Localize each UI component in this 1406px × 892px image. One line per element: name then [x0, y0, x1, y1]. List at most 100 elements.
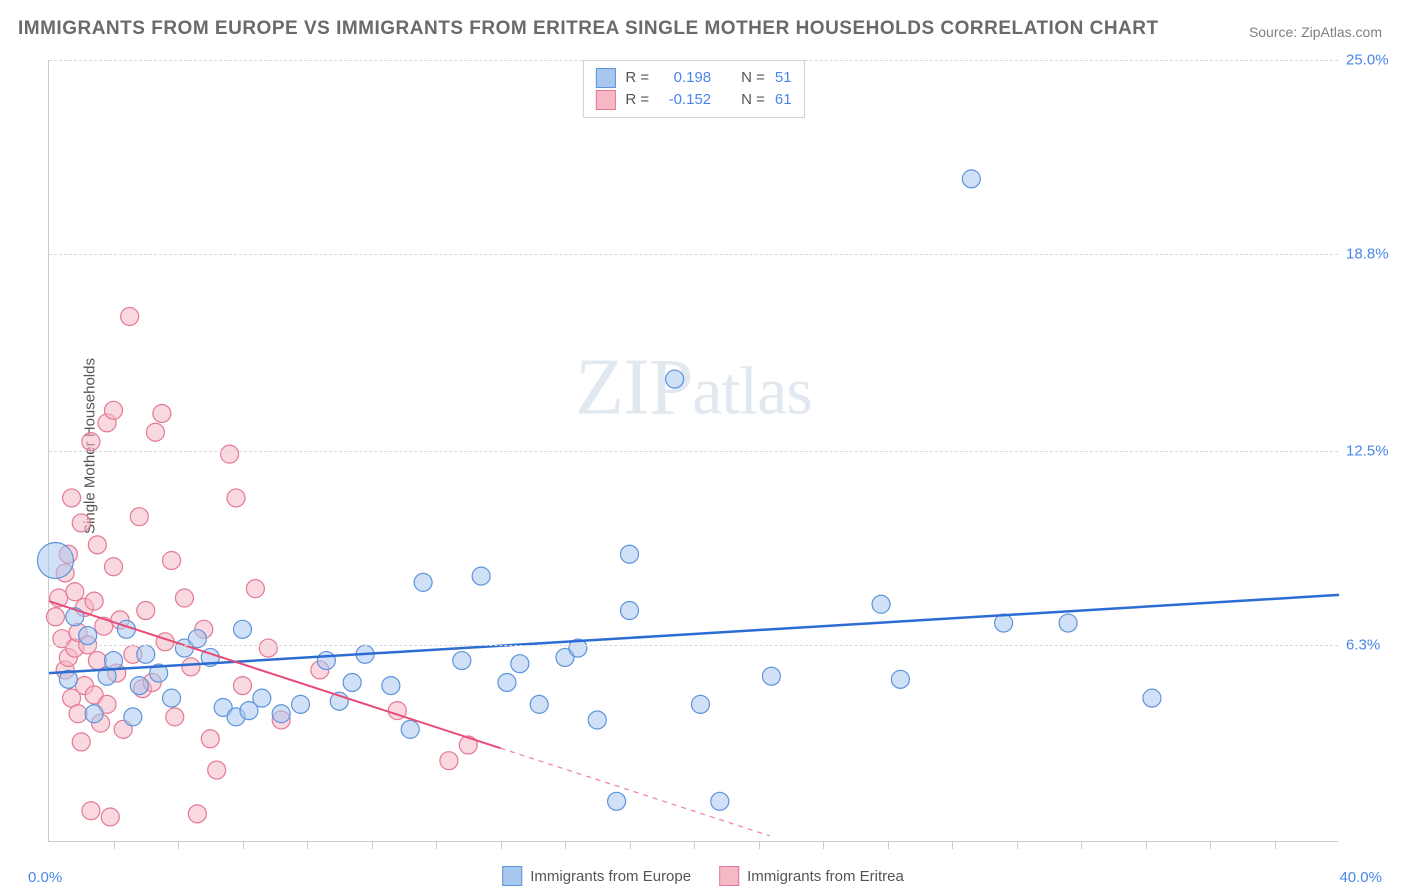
x-tick [759, 841, 760, 849]
gridline [49, 60, 1338, 61]
x-tick [823, 841, 824, 849]
point-europe [272, 705, 290, 723]
legend-item-europe: Immigrants from Europe [502, 866, 691, 886]
point-europe [530, 695, 548, 713]
x-tick [372, 841, 373, 849]
point-eritrea [88, 536, 106, 554]
point-europe [453, 652, 471, 670]
point-eritrea [227, 489, 245, 507]
point-eritrea [208, 761, 226, 779]
y-tick-label: 18.8% [1346, 245, 1402, 262]
x-max-label: 40.0% [1339, 869, 1382, 886]
point-europe [253, 689, 271, 707]
point-europe [711, 792, 729, 810]
swatch-eritrea-icon [719, 866, 739, 886]
point-eritrea [82, 433, 100, 451]
point-eritrea [69, 705, 87, 723]
point-eritrea [182, 658, 200, 676]
point-eritrea [175, 589, 193, 607]
point-eritrea [221, 445, 239, 463]
plot-area: ZIPatlas R = 0.198 N = 51 R = -0.152 N =… [48, 60, 1338, 842]
x-tick [243, 841, 244, 849]
point-europe [382, 677, 400, 695]
point-europe [511, 655, 529, 673]
y-tick-label: 12.5% [1346, 443, 1402, 460]
point-eritrea [130, 508, 148, 526]
x-tick [694, 841, 695, 849]
point-europe [343, 673, 361, 691]
gridline [49, 254, 1338, 255]
point-eritrea [101, 808, 119, 826]
x-tick [1210, 841, 1211, 849]
legend-item-eritrea: Immigrants from Eritrea [719, 866, 904, 886]
point-europe [234, 620, 252, 638]
point-europe [1059, 614, 1077, 632]
x-min-label: 0.0% [28, 869, 62, 886]
point-eritrea [440, 752, 458, 770]
point-europe [588, 711, 606, 729]
point-eritrea [163, 551, 181, 569]
point-europe [130, 677, 148, 695]
x-tick [630, 841, 631, 849]
point-europe [691, 695, 709, 713]
gridline [49, 451, 1338, 452]
point-europe [498, 673, 516, 691]
point-europe [163, 689, 181, 707]
point-europe [472, 567, 490, 585]
x-tick [307, 841, 308, 849]
point-europe [317, 652, 335, 670]
point-europe [414, 573, 432, 591]
point-eritrea [146, 423, 164, 441]
trendline-eritrea-extrapolated [501, 748, 770, 836]
source-label: Source: ZipAtlas.com [1249, 24, 1382, 40]
point-eritrea [188, 805, 206, 823]
point-europe [762, 667, 780, 685]
point-eritrea [137, 602, 155, 620]
x-tick [1146, 841, 1147, 849]
point-europe [137, 645, 155, 663]
x-tick [178, 841, 179, 849]
x-tick [501, 841, 502, 849]
point-eritrea [246, 580, 264, 598]
point-eritrea [153, 404, 171, 422]
x-tick [1275, 841, 1276, 849]
point-europe [37, 542, 73, 578]
x-tick [565, 841, 566, 849]
point-europe [105, 652, 123, 670]
point-eritrea [234, 677, 252, 695]
x-tick [1081, 841, 1082, 849]
point-europe [401, 720, 419, 738]
point-europe [124, 708, 142, 726]
point-europe [621, 602, 639, 620]
chart-title: IMMIGRANTS FROM EUROPE VS IMMIGRANTS FRO… [18, 18, 1159, 40]
point-europe [79, 627, 97, 645]
point-eritrea [72, 514, 90, 532]
point-europe [292, 695, 310, 713]
y-tick-label: 6.3% [1346, 636, 1402, 653]
series-legend: Immigrants from Europe Immigrants from E… [494, 866, 912, 886]
point-europe [1143, 689, 1161, 707]
point-eritrea [85, 592, 103, 610]
point-eritrea [201, 730, 219, 748]
point-eritrea [105, 558, 123, 576]
x-tick [114, 841, 115, 849]
gridline [49, 645, 1338, 646]
swatch-europe-icon [502, 866, 522, 886]
point-eritrea [82, 802, 100, 820]
x-tick [1017, 841, 1018, 849]
point-eritrea [63, 489, 81, 507]
point-europe [621, 545, 639, 563]
point-eritrea [46, 608, 64, 626]
point-europe [608, 792, 626, 810]
point-eritrea [88, 652, 106, 670]
legend-label: Immigrants from Eritrea [747, 868, 904, 885]
point-europe [872, 595, 890, 613]
point-eritrea [259, 639, 277, 657]
x-tick [952, 841, 953, 849]
x-tick [436, 841, 437, 849]
point-eritrea [105, 401, 123, 419]
point-eritrea [166, 708, 184, 726]
point-eritrea [72, 733, 90, 751]
x-tick [888, 841, 889, 849]
y-tick-label: 25.0% [1346, 52, 1402, 69]
